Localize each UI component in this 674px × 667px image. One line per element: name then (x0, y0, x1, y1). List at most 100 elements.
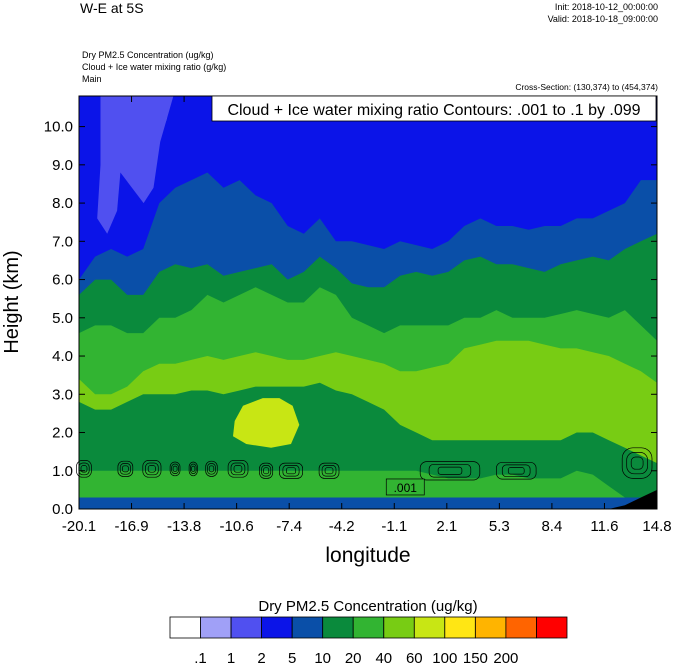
cloud-contour-12-0 (621, 447, 653, 479)
contour-info: Cloud + Ice water mixing ratio Contours:… (227, 102, 640, 119)
colorbar-label: 2 (257, 650, 265, 667)
x-tick-label: 5.3 (489, 518, 510, 535)
x-tick-label: 2.1 (436, 518, 457, 535)
cloud-contour-6-0 (227, 460, 249, 478)
colorbar-title: Dry PM2.5 Concentration (ug/kg) (258, 598, 477, 615)
cloud-contour-12-2 (630, 456, 644, 470)
y-tick-label: 4.0 (52, 348, 73, 365)
y-tick-label: 3.0 (52, 386, 73, 403)
x-tick-label: -4.2 (329, 518, 355, 535)
y-tick-label: 10.0 (44, 119, 73, 136)
cloud-contour-8-0 (279, 462, 303, 479)
y-tick-label: 7.0 (52, 233, 73, 250)
cloud-contour-7-0 (259, 462, 274, 479)
colorbar-swatch (536, 616, 568, 639)
x-tick-label: -20.1 (62, 518, 96, 535)
cloud-contour-3-0 (169, 461, 181, 477)
y-tick-label: 0.0 (52, 501, 73, 518)
colorbar-label: 5 (288, 650, 296, 667)
colorbar-swatch (352, 616, 385, 639)
cloud-contour-7-1 (261, 465, 272, 477)
cloud-contour-5-2 (208, 465, 215, 473)
page-title: W-E at 5S (80, 0, 144, 16)
cloud-contour-10-1 (428, 463, 472, 478)
cloud-contour-1-2 (122, 465, 129, 473)
x-tick-label: 14.8 (642, 518, 671, 535)
cloud-contour-8-1 (282, 465, 300, 477)
x-tick-label: -1.1 (381, 518, 407, 535)
colorbar-label: 150 (463, 650, 488, 667)
colorbar-swatch (230, 616, 263, 639)
cloud-contour-9-0 (318, 462, 340, 479)
cloud-contour-0-0 (76, 460, 92, 478)
cloud-contour-6-1 (230, 462, 246, 476)
colorbar-swatch (261, 616, 293, 639)
colorbar-swatch (383, 616, 415, 639)
colorbar-swatch (200, 616, 232, 639)
cloud-contour-4-1 (190, 463, 197, 474)
subtitle-cloud: Cloud + Ice water mixing ratio (g/kg) (82, 62, 227, 72)
subtitle-main: Main (82, 74, 102, 84)
colorbar-swatch (444, 616, 476, 639)
colorbar-swatch (474, 616, 507, 639)
cloud-contour-8-2 (286, 467, 297, 475)
colorbar-label: 40 (375, 650, 392, 667)
y-tick-label: 9.0 (52, 157, 73, 174)
cloud-contour-4-2 (191, 465, 196, 472)
y-tick-label: 6.0 (52, 272, 73, 289)
colorbar-label: 100 (432, 650, 457, 667)
colorbar-swatch (413, 616, 446, 639)
cloud-contour-2-1 (145, 462, 159, 476)
cloud-contour-6-2 (233, 465, 243, 473)
cloud-contour-1-1 (119, 463, 131, 475)
x-tick-label: -10.6 (220, 518, 254, 535)
cloud-contour-5-0 (205, 460, 218, 477)
valid-time: Valid: 2018-10-18_09:00:00 (547, 14, 658, 24)
pm25-band-7 (79, 497, 657, 509)
colorbar-label: 1 (227, 650, 235, 667)
y-tick-label: 5.0 (52, 310, 73, 327)
y-axis-label: Height (km) (1, 250, 23, 353)
cloud-contour-9-2 (324, 467, 334, 475)
colorbar-label: 10 (314, 650, 331, 667)
cloud-contour-10-2 (437, 466, 463, 475)
colorbar-label: .1 (194, 650, 207, 667)
x-tick-label: -13.8 (167, 518, 201, 535)
colorbar-swatch (322, 616, 354, 639)
subtitle-pm25: Dry PM2.5 Concentration (ug/kg) (82, 50, 214, 60)
contour-label: .001 (394, 481, 418, 495)
x-tick-label: 11.6 (590, 518, 618, 535)
colorbar-label: 60 (406, 650, 423, 667)
contour-label-box (385, 478, 425, 496)
pm25-patch-2 (97, 96, 174, 234)
cloud-contour-12-1 (626, 452, 648, 475)
cloud-contour-0-2 (80, 465, 88, 473)
y-tick-label: 8.0 (52, 195, 73, 212)
x-tick-label: -7.4 (276, 518, 302, 535)
cloud-contour-5-1 (207, 463, 216, 475)
colorbar-swatch (505, 616, 537, 639)
colorbar-swatch (169, 616, 201, 639)
colorbar-label: 200 (493, 650, 518, 667)
cloud-contour-2-0 (142, 460, 162, 478)
x-tick-label: 8.4 (541, 518, 562, 535)
init-time: Init: 2018-10-12_00:00:00 (554, 2, 658, 12)
y-tick-label: 1.0 (52, 463, 73, 480)
colorbar-label: 20 (345, 650, 362, 667)
cloud-contour-3-1 (171, 463, 179, 474)
cloud-contour-10-0 (419, 461, 481, 481)
cloud-contour-1-0 (117, 460, 134, 477)
cloud-contour-3-2 (172, 465, 178, 472)
pm25-patch-0 (233, 398, 300, 448)
colorbar-swatch (291, 616, 324, 639)
cloud-contour-11-0 (496, 461, 537, 480)
cloud-contour-2-2 (147, 465, 156, 473)
cloud-contour-4-0 (188, 461, 198, 477)
x-axis-label: longitude (325, 544, 410, 567)
cloud-contour-7-2 (263, 467, 270, 475)
cross-section-info: Cross-Section: (130,374) to (454,374) (515, 82, 658, 92)
y-tick-label: 2.0 (52, 425, 73, 442)
cloud-contour-11-2 (507, 467, 525, 475)
cloud-contour-11-1 (501, 464, 531, 478)
